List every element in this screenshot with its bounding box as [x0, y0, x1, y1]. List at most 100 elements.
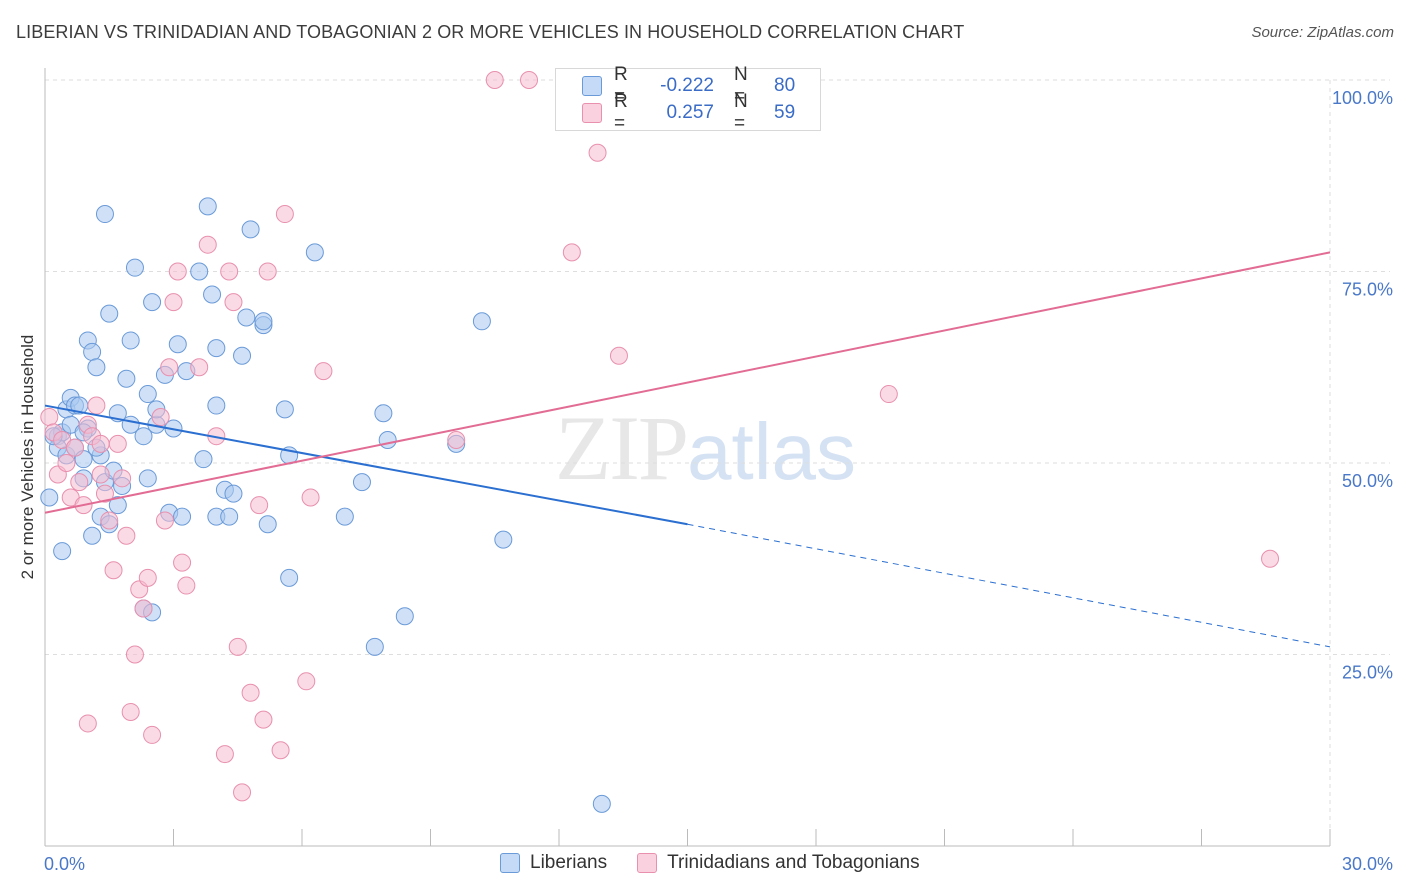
- trinidadian-point: [100, 511, 119, 530]
- trinidadian-point: [297, 672, 316, 691]
- n-label: N =: [734, 64, 748, 107]
- trinidadian-point: [143, 725, 162, 744]
- trinidadian-point: [125, 645, 144, 664]
- trinidadian-point: [520, 71, 539, 89]
- trinidadian-point: [228, 637, 247, 656]
- liberian-point: [125, 258, 144, 277]
- liberian-point: [83, 342, 102, 361]
- trinidadian-point: [485, 71, 504, 89]
- trinidadian-point: [121, 702, 140, 721]
- liberian-point: [138, 385, 157, 404]
- r-label: R =: [614, 91, 628, 134]
- y-tick-label: 25.0%: [1342, 663, 1393, 683]
- trinidadian-point: [250, 496, 269, 515]
- watermark-zip: ZIP: [555, 397, 689, 499]
- trinidadian-point: [65, 438, 84, 457]
- liberian-point: [138, 469, 157, 488]
- liberian-point: [275, 400, 294, 419]
- n-value: 80: [774, 75, 796, 96]
- x-tick-label: 30.0%: [1342, 854, 1393, 874]
- source-note: Source: ZipAtlas.com: [1251, 24, 1394, 41]
- legend-label-liberians: Liberians: [530, 852, 608, 873]
- trinidadian-point: [254, 710, 273, 729]
- y-axis-title: 2 or more Vehicles in Household: [18, 335, 37, 580]
- liberian-point: [237, 308, 256, 327]
- trinidadian-point: [151, 408, 170, 427]
- trinidadian-point: [258, 262, 277, 281]
- liberian-point: [374, 404, 393, 423]
- liberians-swatch: [582, 76, 602, 96]
- liberian-point: [241, 220, 260, 239]
- trinidadian-point: [117, 526, 136, 545]
- liberian-point: [190, 262, 209, 281]
- liberians-trend-extension: [687, 523, 1331, 648]
- liberian-point: [494, 530, 513, 549]
- liberian-point: [592, 794, 611, 813]
- liberian-point: [352, 473, 371, 492]
- trinidadian-point: [215, 745, 234, 764]
- liberian-point: [472, 312, 491, 331]
- liberian-point: [168, 335, 187, 354]
- trinidadian-point: [57, 454, 76, 472]
- liberian-point: [280, 568, 299, 587]
- trinidadian-point: [224, 293, 243, 312]
- data-points: [40, 71, 1280, 813]
- trinidadian-point: [241, 683, 260, 702]
- legend-label-trinidadians: Trinidadians and Tobagonians: [667, 852, 920, 873]
- trinidadian-point: [164, 293, 183, 312]
- liberian-point: [254, 312, 273, 331]
- trinidadian-point: [609, 346, 628, 365]
- trinidadian-point: [113, 469, 132, 488]
- r-label: R =: [614, 64, 628, 107]
- liberian-point: [173, 507, 192, 526]
- liberian-point: [121, 331, 140, 350]
- trinidadian-point: [108, 434, 127, 453]
- correlation-legend: R = -0.222 N = 80 R = 0.257 N = 59: [555, 64, 821, 134]
- liberian-point: [224, 484, 243, 503]
- n-label: N =: [734, 91, 748, 134]
- liberian-point: [194, 450, 213, 469]
- liberian-point: [207, 396, 226, 415]
- trinidadian-point: [95, 484, 114, 503]
- trinidadian-point: [190, 358, 209, 377]
- y-tick-label: 75.0%: [1342, 280, 1393, 300]
- trinidadian-point: [271, 741, 290, 760]
- liberian-point: [233, 346, 252, 365]
- trinidadian-point: [138, 568, 157, 587]
- legend-row-liberians: R = -0.222 N = 80: [582, 64, 796, 107]
- liberian-point: [395, 607, 414, 626]
- r-value: 0.257: [666, 102, 714, 123]
- trinidadian-point: [155, 511, 174, 530]
- trinidadians-trend-line: [44, 251, 1331, 514]
- liberian-point: [198, 197, 217, 216]
- watermark-atlas: atlas: [687, 407, 856, 496]
- liberian-point: [100, 304, 119, 323]
- liberian-point: [40, 488, 59, 507]
- liberian-point: [95, 205, 114, 224]
- liberian-point: [117, 369, 136, 388]
- trinidadian-point: [168, 262, 187, 281]
- liberian-point: [335, 507, 354, 526]
- trinidadian-point: [177, 576, 196, 595]
- trinidadian-point: [87, 396, 106, 415]
- r-value: -0.222: [660, 75, 714, 96]
- liberian-point: [305, 243, 324, 262]
- series-legend: Liberians Trinidadians and Tobagonians: [500, 852, 950, 874]
- y-tick-label: 50.0%: [1342, 471, 1393, 491]
- trend-lines: [44, 251, 1331, 648]
- trinidadian-point: [220, 262, 239, 281]
- chart-title: LIBERIAN VS TRINIDADIAN AND TOBAGONIAN 2…: [16, 22, 965, 42]
- trinidadian-point: [879, 385, 898, 404]
- grid-lines: [45, 79, 1390, 846]
- trinidadian-point: [78, 714, 97, 733]
- n-value: 59: [774, 102, 796, 123]
- trinidadian-point: [314, 362, 333, 381]
- trinidadian-point: [91, 434, 110, 453]
- trinidadian-point: [588, 143, 607, 162]
- liberians-trend-line: [44, 404, 688, 526]
- trinidadian-point: [70, 473, 89, 492]
- trinidadian-point: [562, 243, 581, 262]
- trinidadian-point: [233, 783, 252, 802]
- trinidadian-point: [275, 205, 294, 224]
- liberian-point: [378, 431, 397, 450]
